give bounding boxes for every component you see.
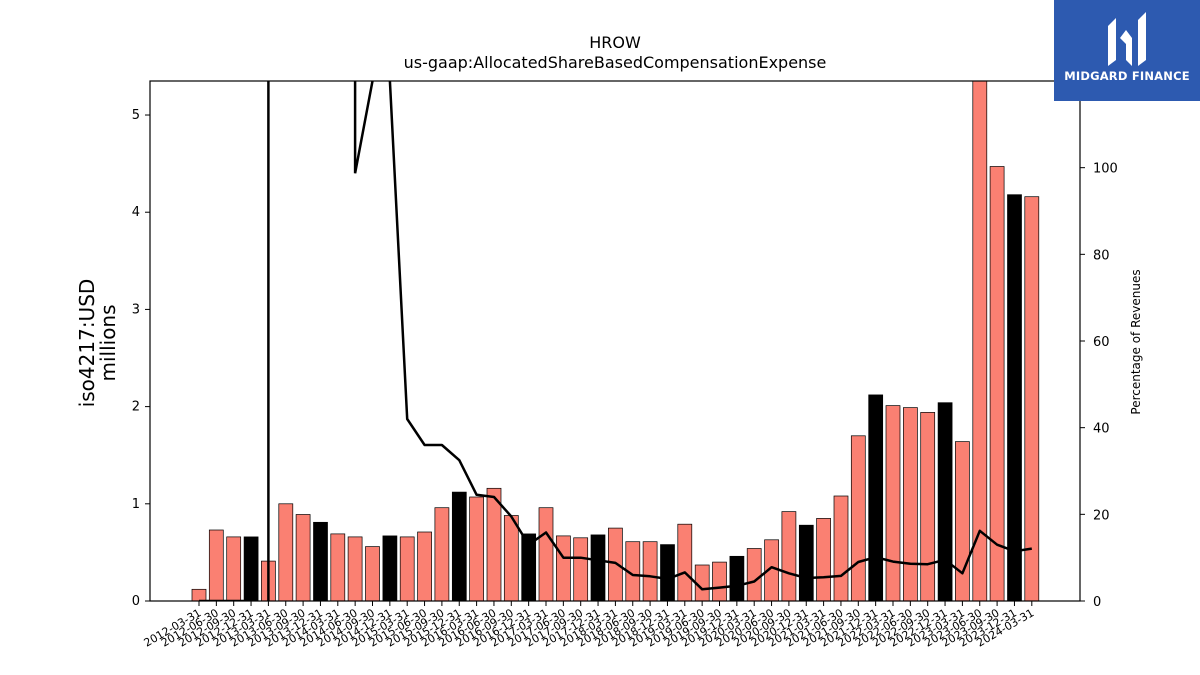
bar: [903, 407, 918, 601]
bar: [191, 588, 207, 601]
y-axis-ticks: 0 1 2 3 4 5: [132, 108, 150, 609]
bar: [781, 511, 797, 601]
bar: [972, 81, 988, 601]
y-tick-label: 0: [132, 594, 140, 609]
logo-mark-icon: [1108, 12, 1146, 66]
bar: [729, 555, 745, 601]
bar: [573, 537, 589, 601]
y-tick-label: 3: [132, 302, 140, 317]
chart-title: HROW: [589, 33, 641, 52]
bar: [313, 521, 328, 601]
bar: [556, 535, 571, 601]
bar: [955, 441, 970, 601]
bar: [208, 529, 224, 601]
y2-tick-label: 0: [1093, 595, 1101, 610]
bar: [642, 541, 658, 601]
bar: [590, 534, 606, 601]
bar: [937, 402, 953, 601]
y-axis-label: iso4217:USD: [75, 279, 99, 408]
y-tick-label: 1: [132, 497, 140, 512]
bar: [660, 544, 675, 601]
bar: [868, 394, 884, 601]
x-axis-ticks: 2012-03-312012-06-302012-09-302012-12-31…: [142, 601, 1036, 650]
y2-tick-label: 60: [1093, 335, 1110, 350]
y-tick-label: 2: [132, 400, 140, 415]
bar-series: [191, 81, 1040, 601]
bar: [538, 507, 554, 601]
bar: [243, 536, 259, 601]
y2-axis-ticks: 0 20 40 60 80 100: [1080, 162, 1118, 610]
bar: [486, 487, 502, 601]
bar: [1024, 196, 1040, 601]
bar: [850, 435, 866, 601]
bar: [746, 548, 762, 601]
bar: [330, 533, 346, 601]
bar: [920, 412, 936, 601]
brand-logo: MIDGARD FINANCE: [1054, 0, 1200, 101]
bar: [347, 536, 363, 601]
chart-subtitle: us-gaap:AllocatedShareBasedCompensationE…: [404, 53, 827, 72]
logo-text: MIDGARD FINANCE: [1064, 69, 1190, 83]
bar: [712, 561, 727, 601]
bar: [382, 535, 398, 601]
bar: [833, 495, 849, 601]
plot-frame: [149, 80, 1081, 602]
bar: [417, 531, 432, 601]
line-spike-2: [353, 81, 374, 174]
bar: [885, 405, 901, 601]
bar: [503, 515, 519, 601]
bar: [989, 166, 1005, 601]
y2-tick-label: 20: [1093, 508, 1110, 523]
bar: [816, 518, 831, 601]
bar: [608, 527, 623, 601]
bar: [469, 496, 484, 601]
y2-tick-label: 80: [1093, 248, 1110, 263]
bar: [521, 533, 537, 601]
bar: [677, 523, 693, 601]
bar: [434, 507, 450, 601]
bar: [451, 491, 467, 601]
bar: [1007, 194, 1022, 601]
y2-axis-label: Percentage of Revenues: [1129, 269, 1143, 414]
bar: [226, 536, 242, 601]
y2-tick-label: 100: [1093, 162, 1118, 177]
y-axis-unit-label: millions: [96, 304, 120, 381]
bar: [295, 514, 311, 601]
bar: [399, 536, 415, 601]
y2-tick-label: 40: [1093, 422, 1110, 437]
bar: [278, 503, 294, 601]
line-path: [388, 81, 1032, 591]
bar: [798, 524, 814, 601]
bar: [365, 546, 380, 601]
line-series: [199, 81, 1032, 601]
y-tick-label: 5: [132, 108, 140, 123]
y-tick-label: 4: [132, 205, 140, 220]
